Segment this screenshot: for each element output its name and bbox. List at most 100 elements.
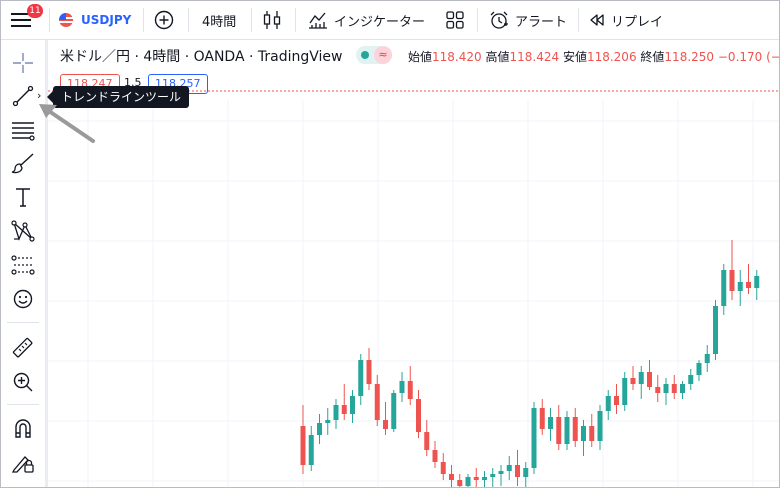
magnet-tool[interactable] — [9, 414, 37, 442]
indicators-button[interactable]: インジケーター — [308, 1, 425, 39]
symbol-label: USDJPY — [81, 13, 132, 27]
open-label: 始値 — [408, 50, 433, 64]
layouts-button[interactable] — [446, 1, 464, 39]
candle-body — [713, 306, 718, 354]
candle-body — [614, 396, 619, 405]
candle-body — [515, 465, 520, 477]
emoji-tool[interactable] — [9, 285, 37, 313]
chart-grid — [48, 100, 779, 487]
candle-body — [341, 405, 347, 414]
interval-button[interactable]: 4時間 — [202, 1, 236, 39]
candle-body — [754, 276, 760, 288]
candle-body — [317, 423, 322, 435]
candle-body — [704, 354, 710, 363]
candle-body — [416, 399, 421, 432]
brush-icon — [11, 153, 34, 174]
candle-body — [589, 426, 595, 441]
high-value: 118.424 — [509, 50, 560, 64]
pattern-tool[interactable] — [9, 217, 37, 245]
crosshair-tool[interactable] — [9, 49, 37, 77]
candle-body — [737, 282, 743, 291]
visibility-toggle[interactable]: ≈ — [356, 46, 392, 64]
brush-tool[interactable] — [9, 149, 37, 177]
tooltip-chevron-icon: › — [37, 89, 42, 102]
candle-body — [383, 420, 388, 429]
open-value: 118.420 — [432, 50, 482, 64]
candle-body — [465, 477, 471, 486]
fib-tool[interactable] — [9, 116, 37, 144]
trendline-tool[interactable] — [9, 82, 37, 110]
plus-circle-icon — [154, 10, 174, 30]
wave-icon: ≈ — [374, 46, 392, 64]
top-toolbar: 11 USDJPY 4時間 — [1, 1, 779, 40]
measure-tool[interactable] — [9, 334, 37, 362]
change-value: −0.170 (−0.1 — [717, 50, 780, 64]
zoom-tool[interactable] — [9, 368, 37, 396]
pattern-icon — [11, 220, 35, 242]
candle-body — [374, 384, 380, 420]
candle-body — [498, 471, 504, 474]
alert-button[interactable]: アラート — [489, 1, 567, 39]
trendline-icon — [12, 85, 34, 107]
alarm-clock-icon — [490, 11, 508, 29]
candle-body — [506, 465, 512, 471]
candle-body — [721, 270, 727, 306]
candle-body — [300, 426, 306, 465]
compare-button[interactable] — [154, 1, 174, 39]
low-label: 安値 — [562, 50, 587, 64]
divider — [295, 8, 296, 32]
alert-label: アラート — [515, 14, 568, 30]
candle-body — [597, 411, 603, 441]
candle-body — [457, 480, 463, 486]
candle-body — [531, 408, 537, 468]
replay-label: リプレイ — [611, 14, 664, 30]
lock-drawing-tool[interactable] — [9, 448, 37, 476]
candle-body — [358, 360, 364, 396]
low-value: 118.206 — [586, 50, 637, 64]
ohlc-legend: 始値118.420 高値118.424 安値118.206 終値118.250 … — [408, 48, 780, 65]
grid-layout-icon — [446, 11, 464, 29]
candle-body — [663, 384, 669, 393]
candle-body — [572, 417, 578, 441]
candle-body — [548, 417, 553, 429]
candle-body — [680, 384, 685, 393]
fib-icon — [12, 122, 35, 141]
prediction-icon — [11, 255, 35, 275]
candle-body — [556, 417, 562, 444]
candle-body — [424, 432, 430, 450]
annotation-arrow — [39, 104, 95, 143]
ruler-icon — [12, 337, 33, 358]
interval-label: 4時間 — [202, 14, 237, 30]
candle-body — [605, 396, 611, 411]
menu-button[interactable] — [11, 1, 31, 39]
symbol-search-button[interactable]: USDJPY — [59, 1, 131, 39]
divider — [578, 8, 579, 32]
zoom-in-icon — [13, 372, 33, 392]
replay-button[interactable]: リプレイ — [589, 1, 663, 39]
candle-body — [333, 405, 339, 420]
emoji-icon — [13, 289, 33, 309]
drawing-toolbar — [1, 40, 48, 487]
candle-body — [366, 360, 372, 384]
chart-pane[interactable]: 米ドル／円 · 4時間 · OANDA · TradingView ≈ 始値11… — [48, 40, 780, 488]
candle-body — [539, 408, 545, 429]
price-chart[interactable] — [48, 40, 780, 488]
us-flag-icon — [59, 13, 73, 27]
divider — [251, 8, 252, 32]
tooltip: トレンドラインツール — [46, 86, 190, 108]
candle-body — [449, 474, 454, 480]
candle-body — [729, 270, 735, 291]
chart-legend-title: 米ドル／円 · 4時間 · OANDA · TradingView — [60, 49, 343, 65]
chart-type-button[interactable] — [263, 1, 281, 39]
text-tool[interactable] — [9, 183, 37, 211]
notification-badge: 11 — [27, 4, 43, 18]
indicators-label: インジケーター — [334, 14, 426, 30]
candle-body — [432, 450, 438, 462]
candle-body — [581, 426, 586, 441]
prediction-tool[interactable] — [9, 251, 37, 279]
hamburger-icon — [11, 13, 31, 27]
close-label: 終値 — [640, 50, 665, 64]
candles — [300, 240, 760, 487]
candle-body — [350, 396, 355, 414]
